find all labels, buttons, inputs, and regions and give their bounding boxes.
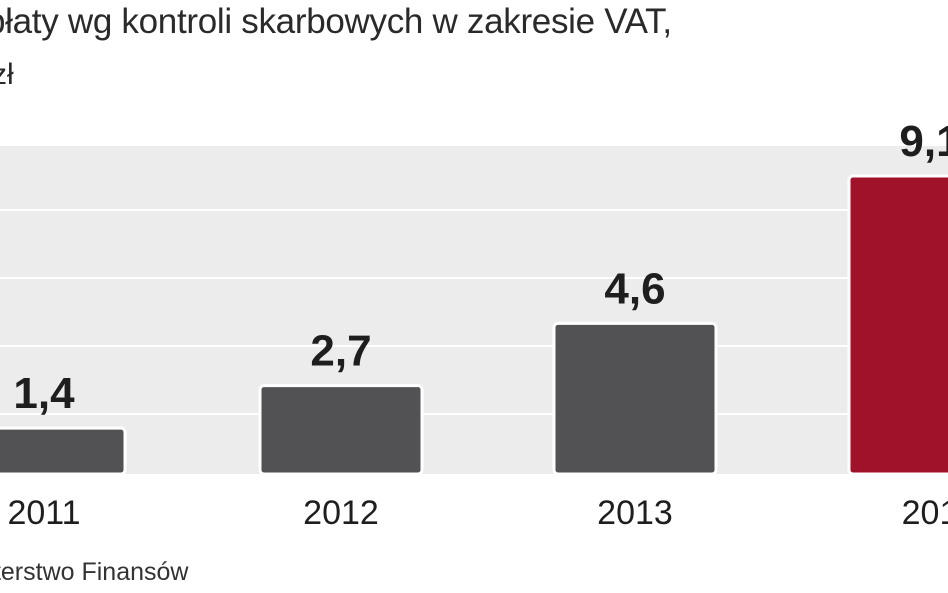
value-label-2012: 2,7 bbox=[310, 327, 371, 376]
x-tick-label-2013: 2013 bbox=[597, 494, 673, 532]
bars bbox=[0, 174, 948, 476]
value-label-2011: 1,4 bbox=[13, 369, 75, 418]
x-tick-label-201: 201 bbox=[902, 494, 948, 532]
source-note: nisterstwo Finansów bbox=[0, 558, 189, 586]
x-axis-tick-labels: 2011 2012 2013 201 bbox=[7, 494, 948, 532]
bar-201 bbox=[847, 174, 948, 476]
bar-2012 bbox=[258, 384, 424, 476]
bar-2013 bbox=[552, 321, 718, 476]
gridlines bbox=[0, 209, 948, 415]
value-label-201: 9,1 bbox=[899, 117, 948, 166]
value-label-2013: 4,6 bbox=[604, 264, 665, 313]
value-labels: 1,4 2,7 4,6 9,1 bbox=[13, 117, 948, 418]
x-tick-label-2011: 2011 bbox=[7, 494, 80, 532]
x-tick-label-2012: 2012 bbox=[303, 494, 379, 532]
chart-unit-label: zł bbox=[0, 58, 14, 91]
plot-background bbox=[0, 146, 948, 474]
bar-2011 bbox=[0, 426, 127, 476]
chart-title: płaty wg kontroli skarbowych w zakresie … bbox=[0, 2, 672, 41]
